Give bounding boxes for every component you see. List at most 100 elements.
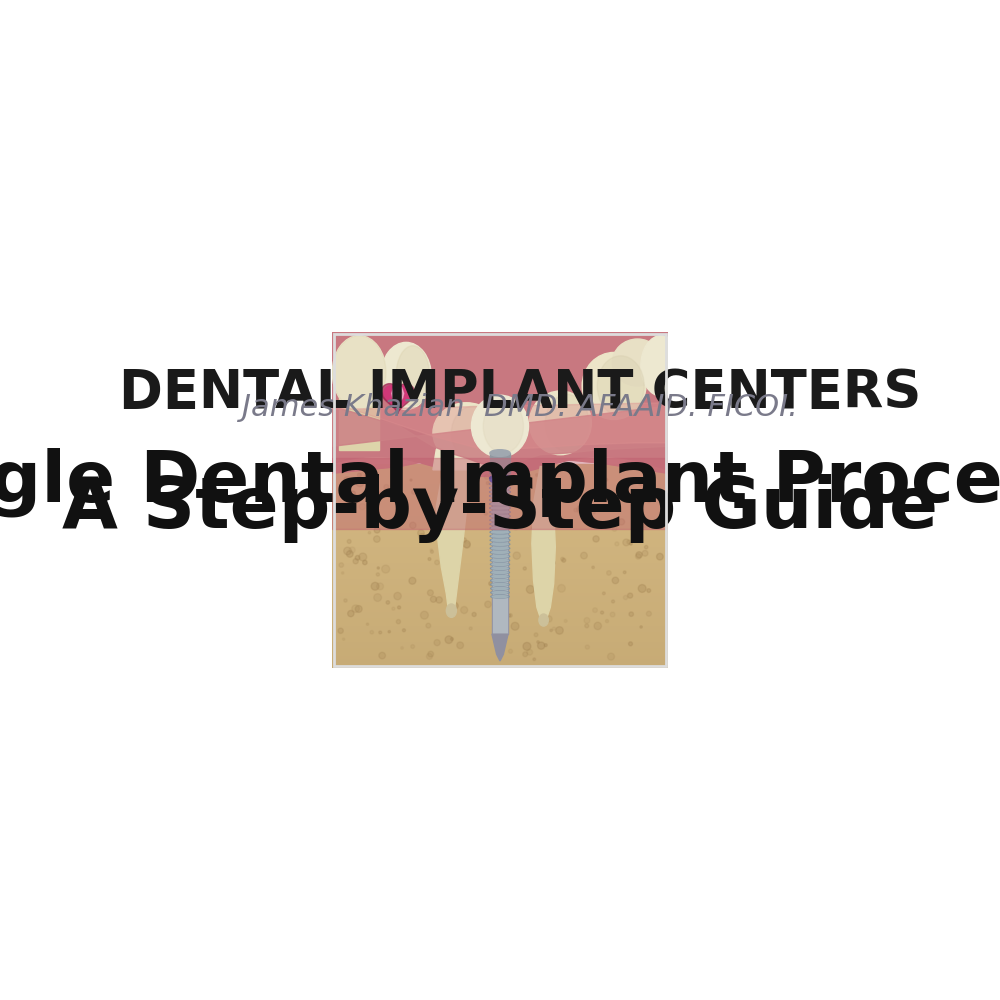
Ellipse shape [492, 596, 508, 598]
Ellipse shape [491, 515, 509, 517]
Circle shape [616, 487, 621, 492]
Circle shape [472, 612, 476, 617]
Circle shape [375, 491, 380, 497]
Circle shape [647, 589, 651, 592]
Text: A Step-by-Step Guide: A Step-by-Step Guide [62, 474, 938, 543]
Circle shape [551, 561, 555, 565]
Circle shape [610, 612, 615, 617]
Circle shape [464, 542, 470, 548]
Circle shape [506, 580, 508, 582]
Circle shape [382, 565, 390, 573]
Circle shape [526, 586, 534, 593]
Circle shape [562, 558, 566, 562]
Bar [332, 635, 668, 637]
Circle shape [646, 611, 651, 616]
Circle shape [605, 620, 609, 623]
Polygon shape [532, 466, 555, 621]
Ellipse shape [490, 478, 510, 483]
Text: A Single Dental Implant Procedure:: A Single Dental Implant Procedure: [0, 448, 1000, 517]
Circle shape [629, 642, 632, 646]
Bar [332, 503, 668, 505]
Bar [490, 453, 510, 473]
Circle shape [550, 629, 552, 632]
Polygon shape [332, 332, 668, 473]
Circle shape [374, 594, 381, 601]
Circle shape [344, 477, 351, 484]
Ellipse shape [490, 495, 510, 497]
Bar [332, 596, 668, 599]
Bar [332, 519, 668, 521]
Circle shape [419, 534, 426, 541]
Circle shape [420, 535, 424, 538]
Bar [332, 619, 668, 621]
Bar [332, 558, 668, 560]
Ellipse shape [490, 543, 510, 546]
Bar [332, 606, 668, 609]
Bar [332, 633, 668, 635]
Circle shape [355, 555, 360, 560]
Ellipse shape [381, 342, 431, 409]
Bar [332, 507, 668, 509]
Ellipse shape [491, 483, 509, 485]
Bar [332, 610, 668, 613]
Bar [332, 493, 668, 495]
Circle shape [615, 542, 619, 546]
Circle shape [410, 479, 412, 481]
Bar [332, 543, 668, 546]
Circle shape [581, 552, 587, 559]
Ellipse shape [490, 507, 510, 509]
Circle shape [564, 620, 567, 622]
Ellipse shape [491, 499, 509, 501]
Circle shape [374, 527, 380, 533]
Bar [332, 499, 668, 501]
Bar [332, 474, 668, 477]
Ellipse shape [433, 403, 500, 463]
Ellipse shape [492, 588, 508, 590]
Bar [332, 659, 668, 662]
Circle shape [593, 511, 595, 514]
Circle shape [412, 490, 416, 494]
Polygon shape [332, 406, 668, 466]
Circle shape [594, 622, 601, 630]
Circle shape [629, 612, 633, 616]
Circle shape [593, 608, 597, 612]
Polygon shape [392, 386, 404, 402]
Bar [332, 495, 668, 497]
Ellipse shape [492, 543, 508, 545]
Ellipse shape [492, 575, 508, 577]
Ellipse shape [491, 531, 509, 533]
Circle shape [435, 560, 439, 565]
Bar [332, 602, 668, 605]
Ellipse shape [490, 487, 510, 489]
Ellipse shape [471, 395, 529, 457]
Circle shape [642, 522, 648, 528]
Ellipse shape [492, 539, 508, 541]
Bar [332, 464, 668, 466]
Bar [332, 533, 668, 536]
Bar [332, 647, 668, 649]
Circle shape [504, 513, 509, 519]
Bar [332, 478, 668, 481]
Ellipse shape [491, 583, 509, 586]
Bar [332, 588, 668, 590]
Circle shape [638, 585, 646, 592]
Ellipse shape [332, 336, 386, 409]
Circle shape [368, 531, 371, 534]
Circle shape [638, 478, 646, 486]
Circle shape [627, 540, 631, 544]
Bar [332, 531, 668, 534]
Ellipse shape [490, 475, 510, 481]
Circle shape [394, 592, 401, 600]
Circle shape [484, 474, 489, 479]
Circle shape [379, 631, 382, 634]
Circle shape [501, 615, 507, 621]
Circle shape [457, 541, 462, 546]
Bar [332, 562, 668, 564]
Bar [332, 576, 668, 578]
Polygon shape [381, 384, 414, 414]
Bar [332, 529, 668, 532]
Circle shape [463, 505, 468, 510]
Bar [332, 480, 668, 483]
Bar [332, 458, 668, 529]
Circle shape [343, 638, 345, 640]
